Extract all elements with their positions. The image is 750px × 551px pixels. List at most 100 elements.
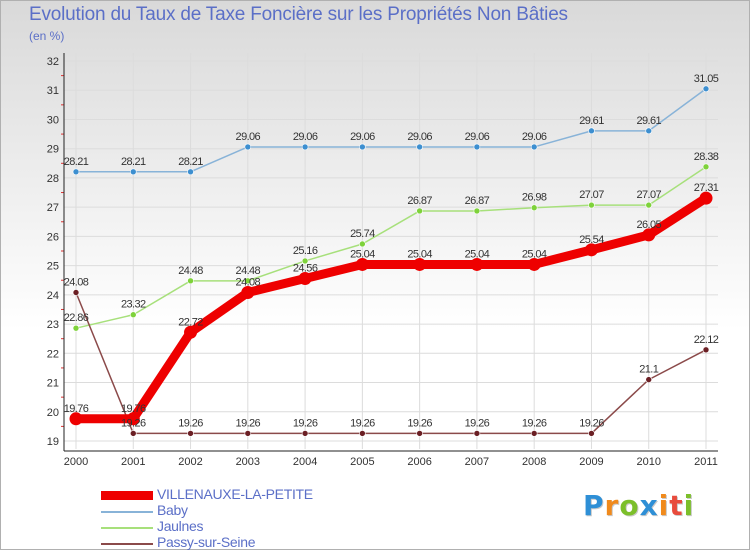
- data-label-villenauxe-la-petite: 26.05: [636, 219, 661, 231]
- data-point-villenauxe-la-petite: [584, 243, 598, 257]
- y-tick-label: 19: [47, 436, 59, 448]
- data-label-passy-sur-seine: 19.26: [178, 417, 203, 429]
- data-point-jaulnes: [244, 277, 252, 285]
- data-label-jaulnes: 24.48: [236, 265, 261, 277]
- data-point-jaulnes: [473, 207, 481, 215]
- data-point-villenauxe-la-petite: [355, 257, 369, 271]
- data-point-villenauxe-la-petite: [470, 257, 484, 271]
- data-label-jaulnes: 27.07: [636, 189, 661, 201]
- legend-item-jaulnes: Jaulnes: [101, 518, 361, 535]
- y-tick-label: 26: [47, 231, 59, 243]
- data-point-baby: [244, 143, 252, 151]
- x-tick-label: 2001: [121, 456, 145, 468]
- x-tick-label: 2006: [407, 456, 431, 468]
- data-label-villenauxe-la-petite: 19.76: [64, 403, 89, 415]
- legend-item-villenauxe-la-petite: VILLENAUXE-LA-PETITE: [101, 486, 361, 503]
- x-tick-label: 2009: [579, 456, 603, 468]
- data-point-baby: [187, 168, 194, 176]
- data-point-villenauxe-la-petite: [298, 271, 312, 285]
- data-label-villenauxe-la-petite: 27.31: [694, 182, 719, 194]
- x-tick-label: 2003: [236, 456, 260, 468]
- data-label-jaulnes: 24.48: [178, 265, 203, 277]
- data-label-jaulnes: 23.32: [121, 299, 146, 311]
- data-point-villenauxe-la-petite: [184, 325, 198, 339]
- data-point-jaulnes: [588, 201, 595, 209]
- data-point-baby: [473, 143, 481, 151]
- data-label-baby: 29.06: [407, 131, 432, 143]
- data-point-jaulnes: [416, 207, 423, 215]
- data-point-baby: [359, 143, 366, 151]
- data-point-passy-sur-seine: [129, 430, 137, 437]
- y-tick-label: 23: [47, 319, 59, 331]
- logo-letter: i: [683, 489, 695, 522]
- y-tick-label: 29: [47, 144, 59, 156]
- x-tick-label: 2010: [636, 456, 660, 468]
- data-label-villenauxe-la-petite: 24.08: [236, 277, 261, 289]
- data-point-baby: [588, 127, 595, 135]
- legend-swatch: [101, 491, 153, 500]
- data-label-passy-sur-seine: 22.12: [694, 334, 719, 346]
- data-label-baby: 28.21: [178, 156, 203, 168]
- data-label-passy-sur-seine: 19.26: [350, 417, 375, 429]
- data-point-jaulnes: [129, 311, 137, 319]
- y-tick-label: 22: [47, 348, 59, 360]
- x-tick-label: 2011: [694, 456, 718, 468]
- logo-letter: o: [619, 489, 640, 522]
- legend-label: Passy-sur-Seine: [157, 534, 256, 550]
- logo-letter: P: [583, 489, 605, 522]
- data-point-villenauxe-la-petite: [699, 191, 713, 205]
- data-point-jaulnes: [530, 204, 538, 212]
- data-label-passy-sur-seine: 19.26: [121, 417, 146, 429]
- legend: VILLENAUXE-LA-PETITE Baby Jaulnes Passy-sur…: [101, 486, 361, 551]
- legend-swatch: [101, 527, 153, 529]
- logo-letter: r: [604, 489, 620, 522]
- x-tick-label: 2000: [64, 456, 88, 468]
- data-label-villenauxe-la-petite: 25.04: [522, 248, 547, 260]
- data-point-villenauxe-la-petite: [69, 412, 83, 426]
- data-point-villenauxe-la-petite: [642, 228, 656, 242]
- data-point-baby: [702, 85, 710, 93]
- data-label-jaulnes: 25.16: [293, 245, 318, 257]
- data-label-baby: 28.21: [64, 156, 89, 168]
- data-label-baby: 31.05: [694, 73, 719, 85]
- data-point-baby: [416, 143, 423, 151]
- data-point-baby: [72, 168, 80, 176]
- proxiti-logo: Proxiti: [583, 489, 694, 522]
- data-label-jaulnes: 22.86: [64, 312, 89, 324]
- data-label-passy-sur-seine: 19.26: [522, 417, 547, 429]
- data-label-passy-sur-seine: 19.26: [407, 417, 432, 429]
- axes: 19 20 21 22 23 24 25 26 27 28 29 30 31 32 2000 2001 2002…: [47, 53, 718, 468]
- chart-title: Evolution du Taux de Taxe Foncière sur l…: [29, 4, 568, 25]
- data-label-villenauxe-la-petite: 25.04: [350, 248, 375, 260]
- legend-item-passy-sur-seine: Passy-sur-Seine: [101, 534, 361, 551]
- legend-item-baby: Baby: [101, 502, 361, 519]
- data-label-passy-sur-seine: 19.26: [465, 417, 490, 429]
- data-point-villenauxe-la-petite: [413, 257, 427, 271]
- data-point-villenauxe-la-petite: [126, 412, 140, 426]
- data-label-baby: 29.06: [293, 131, 318, 143]
- data-label-baby: 29.06: [350, 131, 375, 143]
- data-point-passy-sur-seine: [702, 346, 710, 354]
- y-tick-label: 28: [47, 173, 59, 185]
- legend-label: Jaulnes: [157, 518, 204, 534]
- grid-lines: [64, 53, 718, 449]
- data-label-villenauxe-la-petite: 25.04: [407, 248, 432, 260]
- series-line-baby: [75, 88, 707, 173]
- data-point-passy-sur-seine: [244, 430, 252, 437]
- data-point-villenauxe-la-petite: [241, 286, 255, 300]
- x-tick-label: 2002: [178, 456, 202, 468]
- y-tick-label: 25: [47, 261, 59, 273]
- data-label-passy-sur-seine: 19.26: [236, 417, 261, 429]
- y-tick-label: 27: [47, 202, 59, 214]
- legend-label: VILLENAUXE-LA-PETITE: [157, 486, 313, 502]
- data-labels: 19.76 19.76 22.72 24.08 24.56 25.04 25.04 25.04…: [64, 73, 720, 430]
- x-tick-label: 2004: [293, 456, 317, 468]
- data-point-passy-sur-seine: [473, 430, 481, 437]
- data-label-passy-sur-seine: 19.26: [293, 417, 318, 429]
- data-label-jaulnes: 26.87: [407, 195, 432, 207]
- x-tick-label: 2005: [350, 456, 374, 468]
- x-tick-label: 2007: [465, 456, 489, 468]
- data-label-villenauxe-la-petite: 22.72: [178, 316, 203, 328]
- data-label-baby: 28.21: [121, 156, 146, 168]
